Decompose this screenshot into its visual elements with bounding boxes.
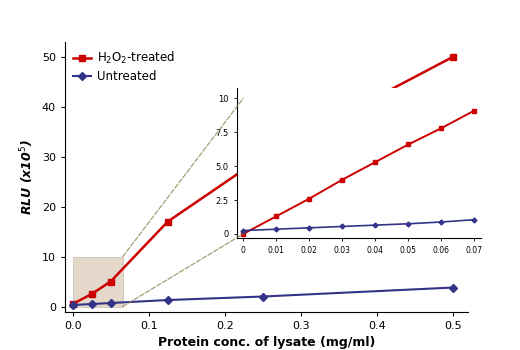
Line: H$_2$O$_2$-treated: H$_2$O$_2$-treated [69,54,456,308]
Legend: H$_2$O$_2$-treated, Untreated: H$_2$O$_2$-treated, Untreated [71,48,177,85]
Untreated [164,298,171,302]
Untreated [259,294,266,299]
Y-axis label: RLU (x10$^5$): RLU (x10$^5$) [19,139,36,215]
H$_2$O$_2$-treated [70,302,76,306]
H$_2$O$_2$-treated [88,292,95,296]
Line: Untreated: Untreated [70,285,456,308]
Untreated [88,302,95,306]
H$_2$O$_2$-treated [108,279,114,284]
H$_2$O$_2$-treated [259,155,266,159]
Untreated [108,301,114,305]
H$_2$O$_2$-treated [164,219,171,224]
H$_2$O$_2$-treated [450,55,456,59]
Untreated [70,303,76,307]
Untreated [450,286,456,290]
Bar [73,257,123,307]
X-axis label: Protein conc. of lysate (mg/ml): Protein conc. of lysate (mg/ml) [158,336,375,349]
